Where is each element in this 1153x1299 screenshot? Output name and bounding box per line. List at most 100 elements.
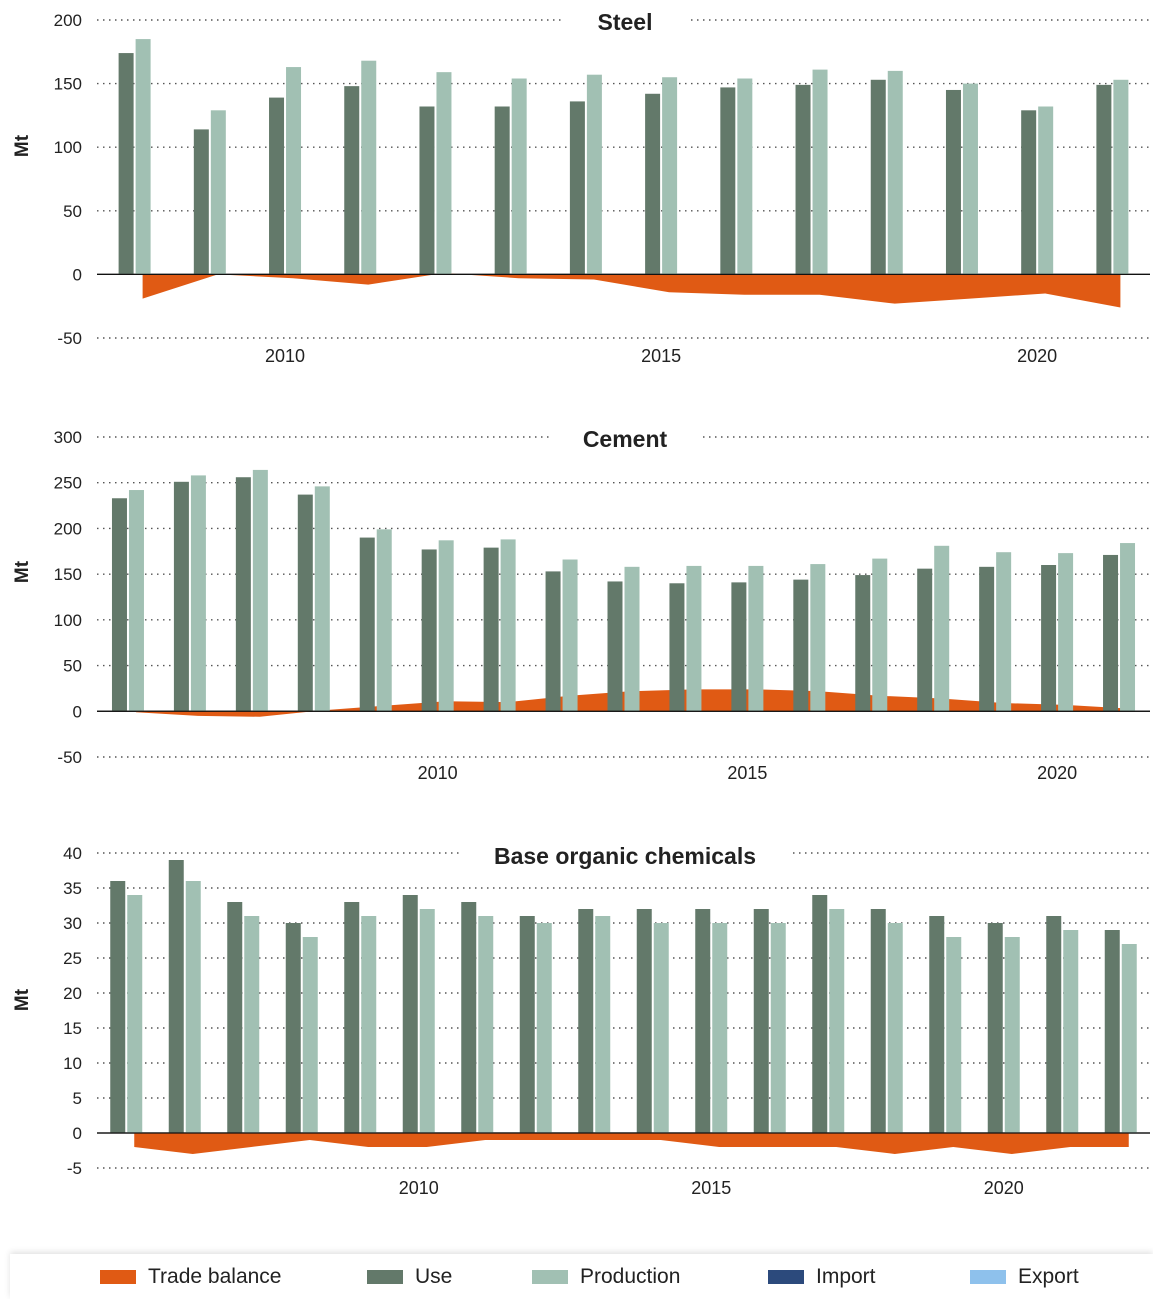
bar-use [227, 902, 243, 1133]
y-tick-label: 30 [63, 914, 82, 933]
bar-production [185, 881, 201, 1133]
bar-production [812, 69, 828, 275]
bar-production [536, 923, 552, 1133]
y-tick-label: 50 [63, 657, 82, 676]
bar-use [578, 909, 594, 1133]
bar-production [770, 923, 786, 1133]
bar-production [686, 565, 702, 712]
bar-use [1096, 84, 1112, 275]
bar-use [359, 537, 375, 712]
bar-use [929, 916, 945, 1133]
y-tick-label: 100 [54, 138, 82, 157]
legend-label-export: Export [1018, 1265, 1079, 1288]
trade-balance-area [134, 1133, 1129, 1154]
bar-production [361, 60, 377, 275]
bar-use [269, 97, 285, 275]
bar-production [810, 564, 826, 712]
y-tick-label: 15 [63, 1019, 82, 1038]
trade-balance-area [142, 273, 1121, 308]
chart-title-bg [551, 422, 699, 456]
bar-use [297, 494, 313, 712]
bar-use [168, 860, 184, 1133]
bar-production [662, 77, 678, 275]
bar-production [962, 83, 978, 275]
bar-use [855, 575, 871, 712]
bar-use [870, 909, 886, 1133]
y-tick-label: 0 [73, 1124, 82, 1143]
bar-production [829, 909, 845, 1133]
legend-item-import: Import [768, 1265, 876, 1288]
bar-use [461, 902, 477, 1133]
legend-swatch-use [367, 1270, 403, 1284]
legend-swatch-import [768, 1270, 804, 1284]
legend-item-trade-balance: Trade balance [100, 1265, 281, 1288]
y-tick-label: 40 [63, 844, 82, 863]
bar-production [562, 559, 578, 712]
bar-production [302, 937, 318, 1133]
legend-label-import: Import [816, 1265, 876, 1288]
y-tick-label: 300 [54, 428, 82, 447]
bar-production [872, 558, 888, 712]
bar-production [210, 110, 226, 275]
bar-production [595, 916, 611, 1133]
x-tick-label: 2015 [641, 346, 681, 366]
chart-title-bg [561, 5, 689, 39]
bar-use [402, 895, 418, 1133]
bar-use [731, 582, 747, 712]
chart-title: Cement [583, 426, 668, 452]
bar-production [1038, 106, 1054, 275]
bar-production [586, 74, 602, 275]
bar-production [1113, 79, 1129, 275]
legend-label-production: Production [580, 1265, 681, 1288]
bar-use [753, 909, 769, 1133]
bar-use [1021, 110, 1037, 275]
bar-use [193, 129, 209, 275]
x-tick-label: 2015 [727, 763, 767, 783]
bar-production [376, 529, 392, 712]
bar-use [793, 579, 809, 712]
bar-production [1063, 930, 1079, 1133]
y-tick-label: 150 [54, 75, 82, 94]
chart-panel-steel: -50 0 50 100 150 200 Mt 2010 2015 2020 Steel [12, 5, 1150, 366]
bar-use [1046, 916, 1062, 1133]
bar-production [190, 475, 206, 712]
y-axis-label: Mt [12, 560, 33, 583]
bar-production [624, 566, 640, 712]
bar-production [127, 895, 143, 1133]
bar-use [987, 923, 1003, 1133]
y-tick-label: 25 [63, 949, 82, 968]
bar-production [737, 78, 753, 275]
x-tick-label: 2020 [1017, 346, 1057, 366]
legend: Trade balance Use Production Import Expo… [10, 1254, 1153, 1299]
bar-production [436, 72, 452, 275]
bar-use [344, 86, 360, 275]
y-tick-label: 20 [63, 984, 82, 1003]
bar-production [361, 916, 377, 1133]
y-tick-label: 200 [54, 11, 82, 30]
bar-use [645, 93, 661, 275]
bar-use [795, 84, 811, 275]
bar-production [500, 539, 516, 712]
bar-production [314, 486, 330, 712]
bar-production [887, 70, 903, 275]
bar-use [285, 923, 301, 1133]
legend-swatch-export [970, 1270, 1006, 1284]
y-axis-label: Mt [12, 134, 33, 157]
bar-use [344, 902, 360, 1133]
bar-use [812, 895, 828, 1133]
chart-title-bg [461, 839, 789, 873]
y-tick-label: 0 [73, 702, 82, 721]
bar-production [135, 39, 151, 275]
bar-production [996, 552, 1012, 712]
bar-production [478, 916, 494, 1133]
bar-production [1120, 543, 1136, 712]
y-tick-label: 150 [54, 565, 82, 584]
bar-use [173, 481, 189, 712]
x-tick-label: 2010 [399, 1178, 439, 1198]
bar-production [653, 923, 669, 1133]
y-tick-label: 10 [63, 1054, 82, 1073]
bar-use [494, 106, 510, 275]
bar-use [607, 581, 623, 712]
bar-use [669, 583, 685, 712]
